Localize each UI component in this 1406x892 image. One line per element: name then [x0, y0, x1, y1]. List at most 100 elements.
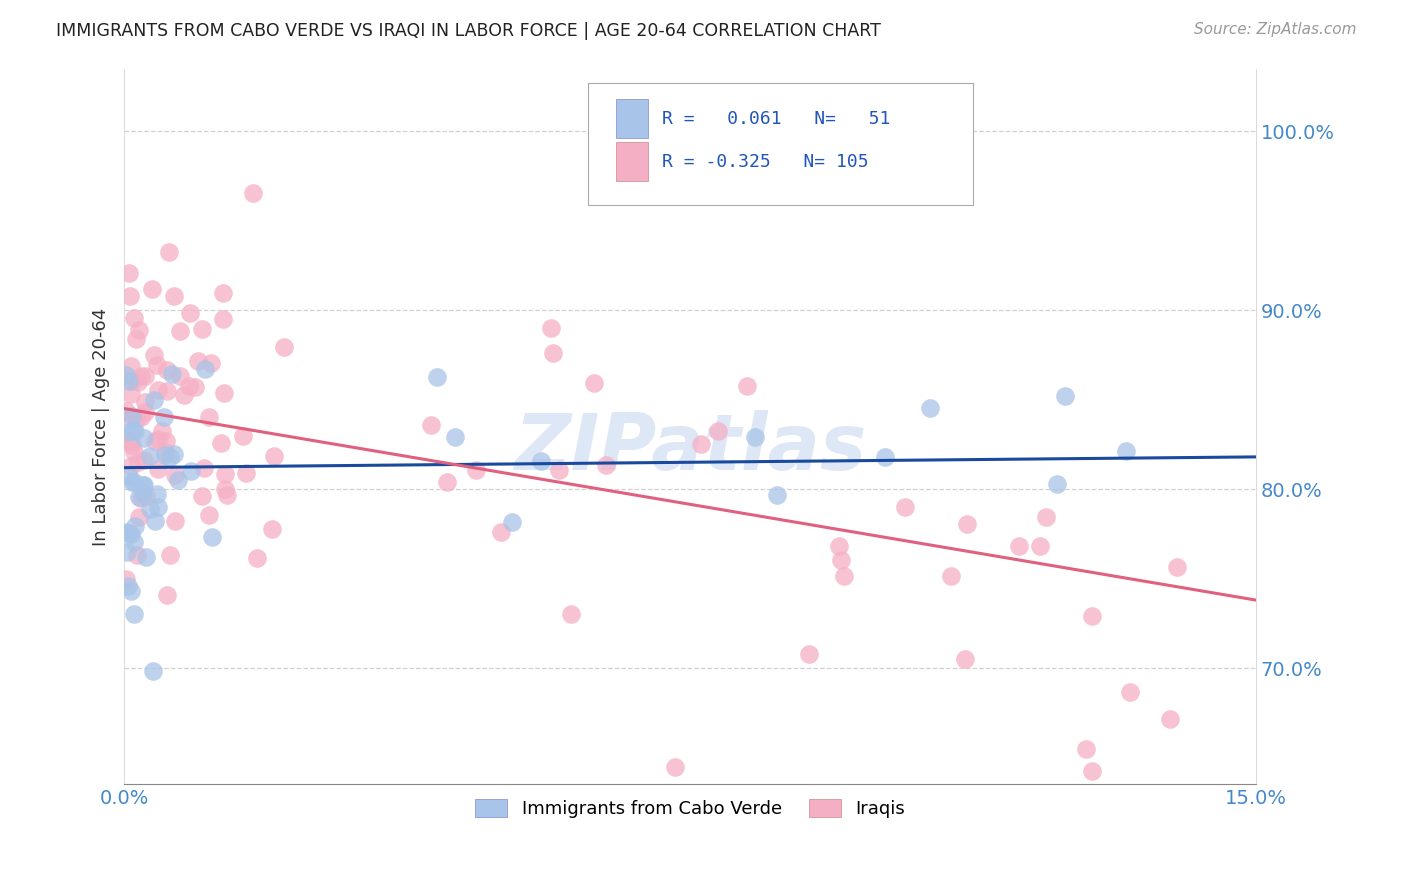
Point — [735, 378, 758, 392]
Point — [141, 282, 163, 296]
Point — [121, 375, 143, 389]
Point — [131, 478, 153, 492]
Point — [187, 354, 209, 368]
Point — [436, 475, 458, 489]
Point — [273, 340, 295, 354]
Point — [132, 478, 155, 492]
Point — [120, 527, 142, 541]
Point — [156, 363, 179, 377]
Point — [146, 462, 169, 476]
Point — [159, 450, 181, 465]
Point — [1054, 389, 1077, 403]
Point — [953, 652, 976, 666]
Point — [179, 306, 201, 320]
Point — [799, 647, 821, 661]
Point — [1008, 539, 1031, 553]
Point — [145, 487, 167, 501]
Text: R = -0.325   N= 105: R = -0.325 N= 105 — [662, 153, 869, 170]
Point — [529, 454, 551, 468]
Point — [135, 549, 157, 564]
Point — [118, 468, 141, 483]
Point — [169, 324, 191, 338]
Point — [122, 445, 145, 459]
Point — [128, 510, 150, 524]
Point — [198, 508, 221, 522]
Point — [118, 433, 141, 447]
Text: R =   0.061   N=   51: R = 0.061 N= 51 — [662, 110, 890, 128]
Point — [214, 467, 236, 481]
Point — [444, 429, 467, 443]
Point — [209, 436, 232, 450]
Point — [127, 375, 149, 389]
Point — [464, 463, 486, 477]
Point — [120, 386, 142, 401]
Point — [118, 374, 141, 388]
Bar — [616, 142, 648, 181]
Point — [956, 517, 979, 532]
Bar — [616, 99, 648, 138]
Point — [120, 359, 142, 373]
Point — [212, 286, 235, 301]
Point — [214, 482, 236, 496]
Point — [134, 431, 156, 445]
Point — [131, 491, 153, 505]
Point — [143, 514, 166, 528]
Point — [163, 447, 186, 461]
Point — [134, 368, 156, 383]
Point — [173, 387, 195, 401]
Point — [1035, 510, 1057, 524]
Point — [134, 404, 156, 418]
Point — [707, 424, 730, 438]
Point — [180, 464, 202, 478]
Point — [156, 384, 179, 399]
Point — [125, 333, 148, 347]
Point — [124, 425, 146, 439]
Point — [115, 368, 138, 382]
Point — [120, 584, 142, 599]
Point — [212, 386, 235, 401]
Point — [142, 664, 165, 678]
Point — [582, 376, 605, 391]
Point — [159, 548, 181, 562]
Point — [124, 475, 146, 489]
Point — [1081, 608, 1104, 623]
Point — [117, 545, 139, 559]
FancyBboxPatch shape — [588, 83, 973, 204]
Point — [664, 759, 686, 773]
Point — [242, 186, 264, 200]
Point — [1159, 712, 1181, 726]
Point — [1028, 539, 1050, 553]
Point — [190, 322, 212, 336]
Point — [121, 409, 143, 423]
Point — [828, 539, 851, 553]
Point — [1076, 742, 1098, 756]
Point — [260, 522, 283, 536]
Point — [165, 467, 187, 482]
Point — [117, 409, 139, 424]
Point — [121, 475, 143, 490]
Point — [163, 514, 186, 528]
Point — [193, 460, 215, 475]
Legend: Immigrants from Cabo Verde, Iraqis: Immigrants from Cabo Verde, Iraqis — [467, 792, 912, 825]
Point — [143, 393, 166, 408]
Point — [689, 437, 711, 451]
Point — [139, 449, 162, 463]
Point — [120, 458, 142, 473]
Point — [501, 515, 523, 529]
Point — [155, 434, 177, 448]
Point — [145, 359, 167, 373]
Point — [132, 453, 155, 467]
Point — [148, 383, 170, 397]
Point — [122, 535, 145, 549]
Point — [200, 356, 222, 370]
Point — [918, 401, 941, 416]
Point — [157, 244, 180, 259]
Point — [489, 525, 512, 540]
Point — [118, 288, 141, 302]
Point — [163, 288, 186, 302]
Point — [744, 430, 766, 444]
Point — [115, 572, 138, 586]
Point — [132, 486, 155, 500]
Point — [127, 548, 149, 562]
Point — [117, 526, 139, 541]
